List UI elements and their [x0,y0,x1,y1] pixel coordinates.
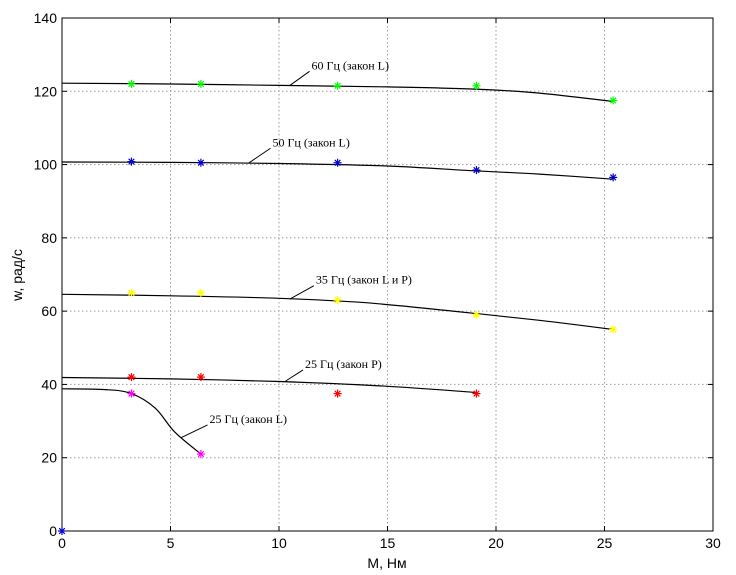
y-tick-label: 60 [41,303,57,319]
data-points [58,79,618,535]
data-point-marker [196,158,205,167]
label-leader-line [289,70,310,86]
data-point-marker [196,79,205,88]
fit-curve [61,82,614,103]
data-point-marker [127,373,136,382]
data-point-marker [196,288,205,297]
series-label: 35 Гц (закон L и P) [316,273,412,287]
y-axis-label: w, рад/с [9,249,25,302]
x-tick-label: 0 [58,535,66,551]
data-point-marker [472,310,481,319]
label-leader-line [248,147,271,164]
x-tick-label: 15 [380,535,396,551]
label-leader-line [181,424,208,439]
y-tick-label: 0 [49,523,57,539]
y-tick-label: 40 [41,376,57,392]
x-tick-label: 20 [488,535,504,551]
data-point-marker [333,389,342,398]
label-leader-line [289,285,315,300]
data-point-marker [333,158,342,167]
series-label: 60 Гц (закон L) [312,58,389,72]
data-point-marker [58,527,66,535]
x-tick-label: 5 [167,535,175,551]
y-tick-label: 120 [34,83,58,99]
x-axis-label: M, Нм [367,555,406,571]
series-labels: 60 Гц (закон L) 50 Гц (закон L) 35 Гц (зак… [181,58,412,439]
series-label: 25 Гц (закон P) [305,357,382,371]
fit-curve [61,161,614,180]
data-point-marker [609,96,618,105]
data-point-marker [127,157,136,166]
data-point-marker [472,81,481,90]
fit-curve [61,293,614,331]
x-tick-label: 30 [705,535,721,551]
data-point-marker [609,173,618,182]
data-point-marker [333,81,342,90]
y-tick-label: 100 [34,157,58,173]
data-point-marker [472,166,481,175]
data-point-marker [127,389,136,398]
label-leader-line [285,369,304,382]
grid [61,17,714,532]
tick-labels: 0 5 10 15 20 25 30 0 20 40 60 80 100 120 140 [34,10,721,551]
series-label: 50 Гц (закон L) [272,135,349,149]
data-point-marker [127,79,136,88]
x-tick-label: 10 [271,535,287,551]
x-tick-label: 25 [597,535,613,551]
fit-curve [61,388,202,455]
data-point-marker [333,296,342,305]
data-point-marker [196,373,205,382]
data-point-marker [196,450,205,459]
series-label: 25 Гц (закон L) [210,412,287,426]
y-tick-label: 80 [41,230,57,246]
y-tick-label: 20 [41,450,57,466]
data-point-marker [472,389,481,398]
y-tick-label: 140 [34,10,58,26]
data-point-marker [609,325,618,334]
data-point-marker [127,288,136,297]
